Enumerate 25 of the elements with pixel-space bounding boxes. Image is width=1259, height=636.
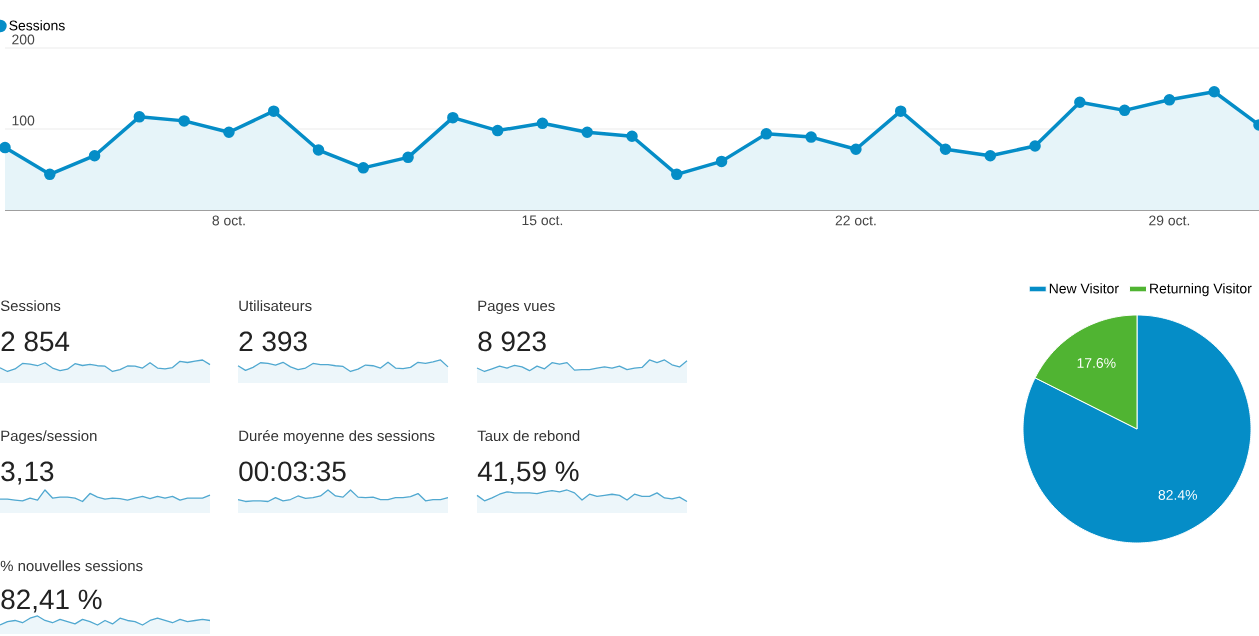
legend-label: Returning Visitor: [1150, 283, 1252, 297]
chart-title: % nouvelles sessions: [0, 560, 143, 572]
chart-title: Durée moyenne des sessions: [239, 429, 435, 445]
x-tick-label: 22 oct.: [835, 215, 876, 226]
chart-title: Taux de rebond: [477, 430, 580, 442]
legend-label: New Visitor: [1049, 283, 1119, 294]
chart-subtitle: 2 854: [1, 331, 70, 352]
x-tick-label: 8 oct.: [212, 215, 245, 226]
chart-title: Pages vues: [478, 300, 555, 315]
data-label: 17.6%: [1077, 358, 1116, 368]
chart-title: Pages/session: [1, 430, 97, 445]
data-label: 82.4%: [1158, 490, 1197, 500]
y-tick-label: 100: [12, 115, 35, 126]
y-tick-label: 200: [12, 34, 35, 45]
chart-subtitle: 8 923: [478, 331, 546, 352]
chart-subtitle: 3,13: [1, 461, 54, 485]
x-tick-label: 29 oct.: [1149, 215, 1190, 226]
chart-subtitle: 00:03:35: [239, 461, 346, 482]
chart-title: Sessions: [0, 300, 61, 312]
chart-title: Utilisateurs: [239, 300, 312, 312]
chart-subtitle: 41,59 %: [477, 461, 579, 485]
legend-label: Sessions: [9, 20, 65, 31]
chart-subtitle: 82,41 %: [1, 589, 102, 613]
x-tick-label: 15 oct.: [522, 215, 563, 226]
chart-subtitle: 2 393: [239, 331, 307, 352]
